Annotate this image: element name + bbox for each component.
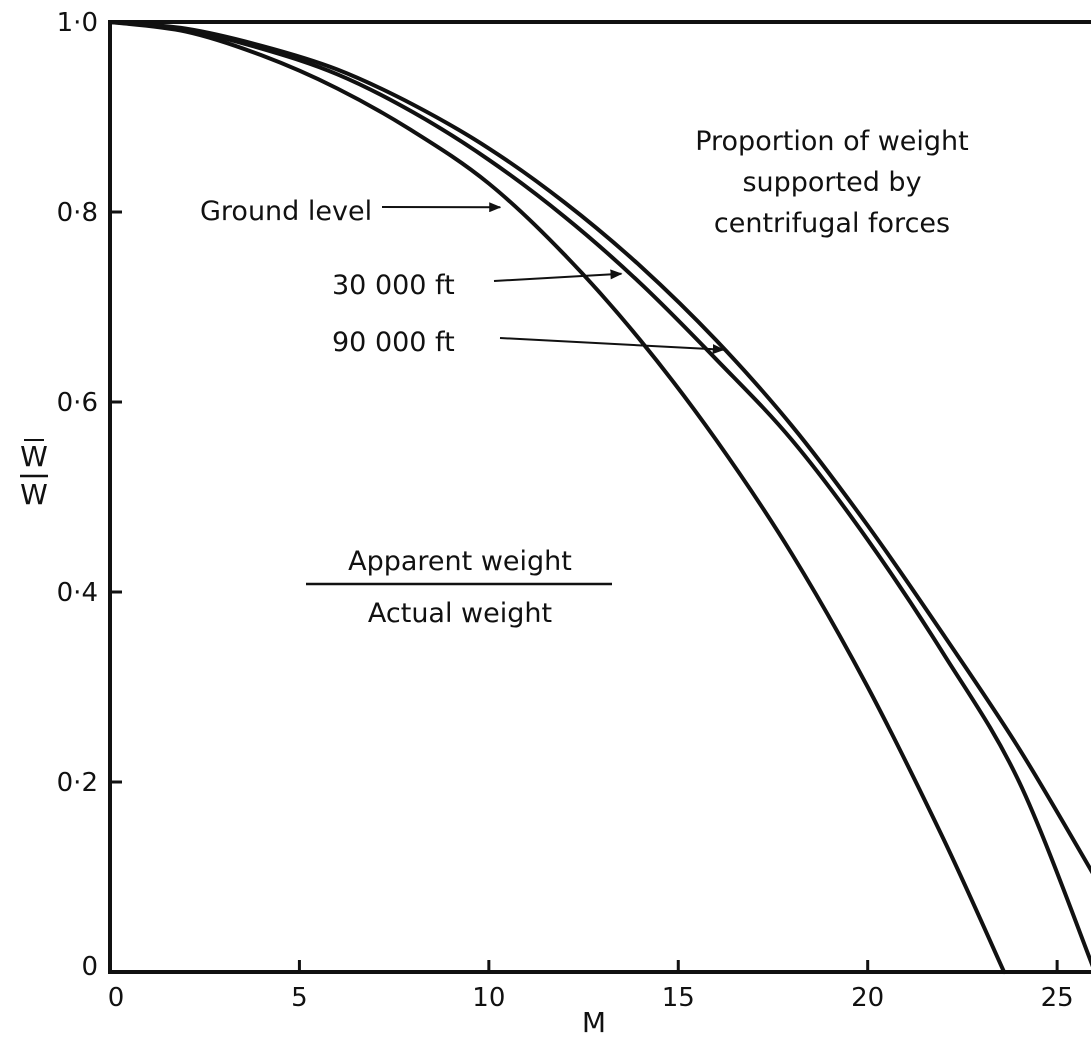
label-90000-ft: 90 000 ft: [332, 327, 455, 358]
y-tick-label: 0·8: [57, 198, 98, 228]
y-axis-numerator: W: [20, 440, 48, 473]
series-lines: [108, 20, 1091, 974]
proportion-line-2: supported by: [742, 167, 921, 198]
plot-frame: [108, 20, 1091, 974]
x-tick-label: 5: [291, 983, 308, 1013]
y-axis-denominator: W: [20, 478, 48, 511]
x-tick-label: 15: [662, 983, 695, 1013]
proportion-line-3: centrifugal forces: [714, 208, 950, 239]
series-line-90-000-ft: [108, 20, 1091, 875]
y-tick-label: 0·6: [57, 388, 98, 418]
x-tick-label: 25: [1041, 983, 1074, 1013]
weight-ratio-annotation: Apparent weight Actual weight: [306, 546, 612, 629]
series-line-30-000-ft: [108, 20, 1091, 968]
leader-arrow-30-000-ft: [493, 269, 623, 282]
leader-arrow-90-000-ft: [499, 337, 725, 355]
label-ground-level: Ground level: [200, 196, 372, 227]
y-tick-label: 0·2: [57, 768, 98, 798]
x-tick-label: 10: [472, 983, 505, 1013]
y-tick-label: 1·0: [57, 8, 98, 38]
actual-weight-label: Actual weight: [368, 598, 552, 629]
proportion-line-1: Proportion of weight: [695, 126, 969, 157]
axis-ticks: 0 5 10 15 20 25 0 0·2 0·4 0·6 0·8 1·0: [57, 8, 1074, 1013]
proportion-annotation: Proportion of weight supported by centri…: [695, 126, 969, 239]
x-tick-label: 20: [851, 983, 884, 1013]
y-tick-label: 0: [81, 952, 98, 982]
y-axis-title: W W: [20, 439, 48, 511]
series-line-ground-level: [108, 20, 1007, 974]
annotation-leaders: [381, 202, 725, 355]
label-30000-ft: 30 000 ft: [332, 270, 455, 301]
apparent-weight-label: Apparent weight: [348, 546, 572, 577]
x-axis-title: M: [582, 1006, 606, 1039]
x-tick-label: 0: [108, 983, 125, 1013]
y-tick-label: 0·4: [57, 578, 98, 608]
